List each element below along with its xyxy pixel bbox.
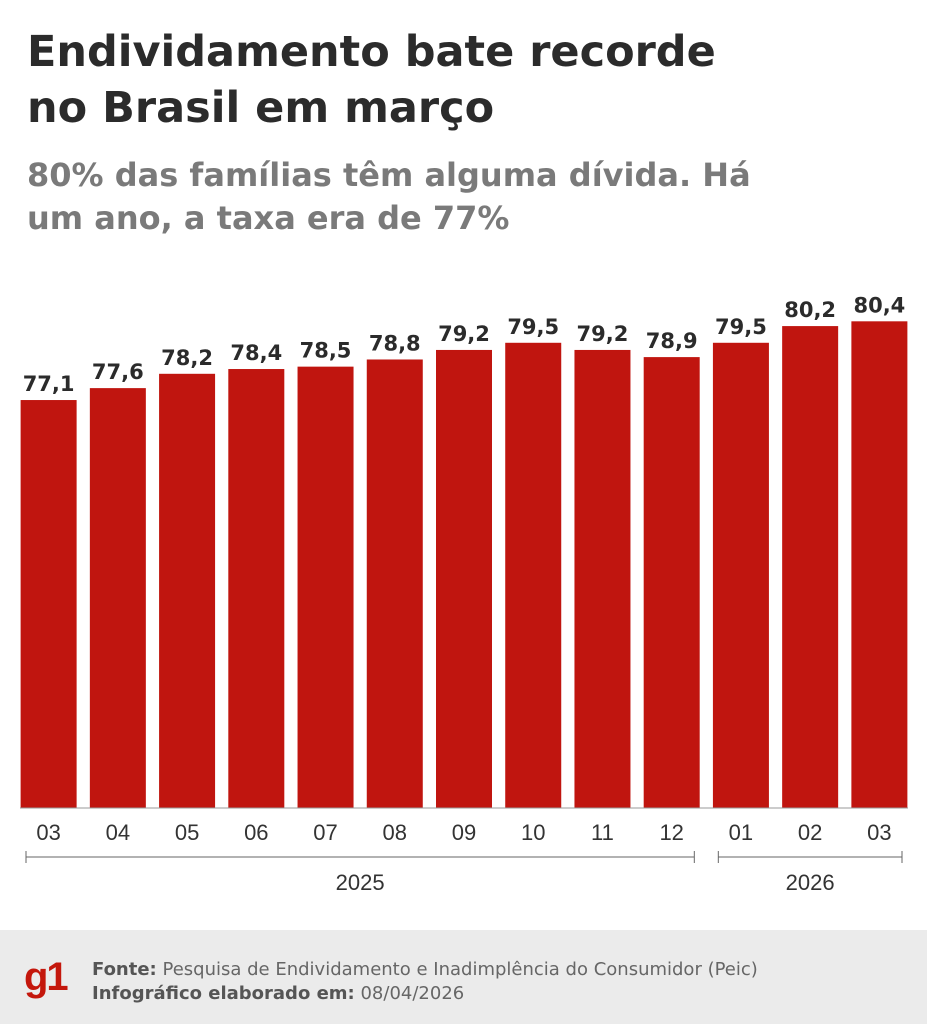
bar bbox=[782, 326, 839, 808]
chart-subtitle: 80% das famílias têm alguma dívida. Há bbox=[27, 156, 751, 194]
value-label: 78,8 bbox=[369, 331, 421, 355]
bar bbox=[505, 342, 562, 808]
bar bbox=[643, 357, 700, 808]
x-tick-label: 04 bbox=[106, 820, 130, 845]
source-label: Fonte: bbox=[92, 959, 157, 980]
chart-title: no Brasil em março bbox=[27, 83, 494, 133]
value-label: 80,4 bbox=[853, 293, 905, 317]
bar bbox=[574, 349, 631, 808]
x-tick-label: 10 bbox=[521, 820, 545, 845]
group-label: 2026 bbox=[786, 870, 835, 895]
bar bbox=[228, 369, 285, 808]
source-text: Pesquisa de Endividamento e Inadimplênci… bbox=[163, 959, 758, 980]
source: Fonte: Pesquisa de Endividamento e Inadi… bbox=[92, 959, 758, 980]
value-label: 78,5 bbox=[300, 339, 352, 363]
value-label: 78,4 bbox=[230, 341, 282, 365]
x-tick-label: 12 bbox=[659, 820, 683, 845]
chart-subtitle: um ano, a taxa era de 77% bbox=[27, 199, 509, 237]
footer-bg bbox=[0, 930, 927, 1024]
value-label: 79,5 bbox=[715, 315, 767, 339]
value-label: 78,9 bbox=[646, 329, 698, 353]
date-text: 08/04/2026 bbox=[360, 983, 464, 1004]
x-tick-label: 06 bbox=[244, 820, 268, 845]
date: Infográfico elaborado em: 08/04/2026 bbox=[92, 983, 464, 1004]
x-tick-label: 05 bbox=[175, 820, 199, 845]
logo: g1 bbox=[24, 955, 68, 999]
x-tick-label: 03 bbox=[36, 820, 60, 845]
bar bbox=[712, 342, 769, 808]
bar bbox=[20, 400, 77, 808]
x-tick-label: 11 bbox=[591, 820, 614, 845]
x-tick-label: 07 bbox=[313, 820, 337, 845]
value-label: 77,1 bbox=[23, 372, 75, 396]
value-label: 79,2 bbox=[577, 322, 629, 346]
bar bbox=[297, 366, 354, 808]
x-tick-label: 01 bbox=[729, 820, 753, 845]
value-label: 77,6 bbox=[92, 360, 144, 384]
value-label: 79,5 bbox=[507, 315, 559, 339]
x-tick-label: 09 bbox=[452, 820, 476, 845]
chart-title: Endividamento bate recorde bbox=[27, 27, 716, 77]
x-tick-label: 02 bbox=[798, 820, 822, 845]
bar bbox=[89, 388, 146, 808]
x-tick-label: 08 bbox=[383, 820, 407, 845]
bar bbox=[436, 349, 492, 808]
value-label: 80,2 bbox=[784, 298, 836, 322]
value-label: 78,2 bbox=[161, 346, 213, 370]
bar bbox=[366, 359, 423, 808]
x-tick-label: 03 bbox=[867, 820, 891, 845]
value-label: 79,2 bbox=[438, 322, 490, 346]
date-label: Infográfico elaborado em: bbox=[92, 983, 355, 1004]
bar bbox=[159, 373, 216, 808]
bar bbox=[851, 321, 908, 808]
group-label: 2025 bbox=[336, 870, 385, 895]
